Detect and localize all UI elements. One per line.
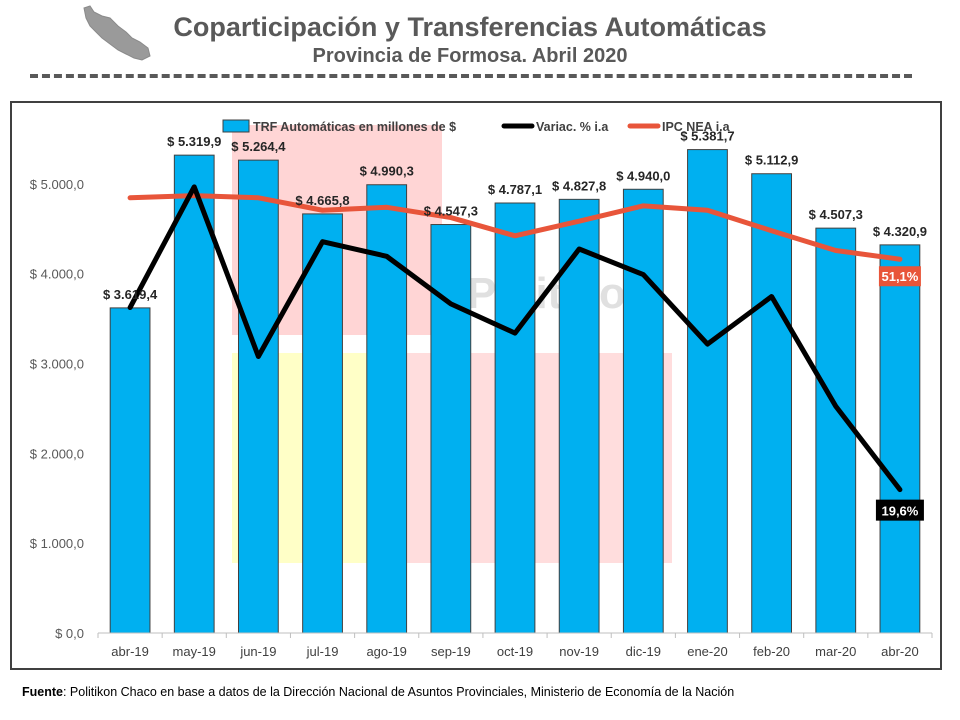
x-tick-label: nov-19 xyxy=(559,644,599,659)
source-note: Fuente: Politikon Chaco en base a datos … xyxy=(22,685,734,699)
y-tick-label: $ 3.000,0 xyxy=(30,357,84,372)
bar-value-label: $ 4.665,8 xyxy=(295,193,349,208)
formosa-map-logo xyxy=(82,4,152,64)
bar xyxy=(687,149,728,634)
bar xyxy=(622,188,664,634)
y-tick-label: $ 0,0 xyxy=(55,626,84,641)
x-tick-label: ene-20 xyxy=(687,644,727,659)
chart-frame: Politikon$ 0,0$ 1.000,0$ 2.000,0$ 3.000,… xyxy=(10,101,942,670)
bar-value-label: $ 3.619,4 xyxy=(103,287,158,302)
x-tick-label: jun-19 xyxy=(239,644,276,659)
bar-value-label: $ 4.320,9 xyxy=(873,224,927,239)
x-tick-label: abr-20 xyxy=(881,644,919,659)
bar-value-label: $ 4.787,1 xyxy=(488,182,542,197)
legend-label-bars: TRF Automáticas en millones de $ xyxy=(253,120,456,134)
y-tick-label: $ 5.000,0 xyxy=(30,177,84,192)
page-subtitle: Provincia de Formosa. Abril 2020 xyxy=(312,45,628,67)
bar xyxy=(879,244,921,634)
x-tick-label: dic-19 xyxy=(626,644,661,659)
page-title: Coparticipación y Transferencias Automát… xyxy=(173,12,767,42)
title-divider xyxy=(30,74,912,78)
bar-value-label: $ 4.990,3 xyxy=(360,164,414,179)
source-label: Fuente xyxy=(22,685,63,699)
bar-value-label: $ 4.547,3 xyxy=(424,204,478,219)
ipc-nea-line xyxy=(127,193,903,262)
x-tick-label: ago-19 xyxy=(366,644,406,659)
bar-value-label: $ 4.507,3 xyxy=(809,207,863,222)
bar xyxy=(494,202,536,634)
bar-value-label: $ 5.112,9 xyxy=(745,153,799,168)
x-tick-label: abr-19 xyxy=(111,644,149,659)
x-tick-label: mar-20 xyxy=(815,644,856,659)
formosa-map-shape xyxy=(83,5,151,61)
variation-end-label: 19,6% xyxy=(881,504,918,519)
y-tick-label: $ 2.000,0 xyxy=(30,446,84,461)
bar xyxy=(430,224,472,634)
legend-label-variation: Variac. % i.a xyxy=(536,120,609,134)
variation-line xyxy=(127,184,903,493)
bar xyxy=(366,184,408,634)
bar xyxy=(109,307,151,634)
x-tick-label: sep-19 xyxy=(431,644,471,659)
chart-canvas: Politikon$ 0,0$ 1.000,0$ 2.000,0$ 3.000,… xyxy=(30,119,933,659)
bar xyxy=(751,173,793,634)
legend-label-ipc: IPC NEA i.a xyxy=(662,120,731,134)
source-text: : Politikon Chaco en base a datos de la … xyxy=(62,685,735,699)
bar xyxy=(173,154,215,634)
bar-value-label: $ 4.940,0 xyxy=(616,168,670,183)
x-tick-label: jul-19 xyxy=(306,644,339,659)
x-tick-label: may-19 xyxy=(173,644,216,659)
y-tick-label: $ 4.000,0 xyxy=(30,267,84,282)
bar-value-label: $ 5.381,7 xyxy=(680,129,734,144)
ipc-end-label-box xyxy=(878,266,921,287)
legend-swatch-bars xyxy=(222,119,250,133)
bar xyxy=(237,159,279,634)
variation-end-label-box xyxy=(875,499,924,521)
x-tick-label: oct-19 xyxy=(497,644,533,659)
bar-value-label: $ 5.264,4 xyxy=(231,139,286,154)
bar-value-label: $ 5.319,9 xyxy=(167,134,221,149)
bar-value-label: $ 4.827,8 xyxy=(552,178,606,193)
bar xyxy=(302,213,343,634)
ipc-end-label: 51,1% xyxy=(881,269,918,284)
bar xyxy=(815,227,857,634)
bar xyxy=(558,198,600,634)
x-tick-label: feb-20 xyxy=(753,644,790,659)
y-tick-label: $ 1.000,0 xyxy=(30,536,84,551)
